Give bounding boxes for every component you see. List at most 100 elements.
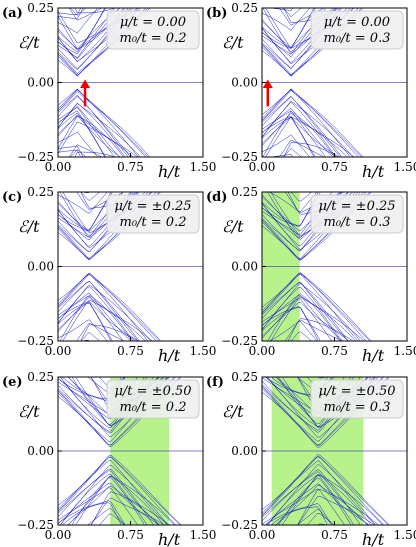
x-axis-label: h/t	[158, 530, 181, 547]
band-line	[91, 491, 160, 525]
band-line	[262, 96, 342, 157]
panel-label: (c)	[2, 190, 22, 205]
band-line	[262, 192, 333, 235]
band-line	[262, 8, 326, 55]
y-tick-label: 0.25	[231, 1, 258, 15]
y-tick-label: 0.00	[231, 260, 258, 274]
legend-box	[310, 194, 404, 234]
band-line	[279, 8, 325, 26]
band-line	[58, 482, 160, 525]
y-axis-label: ℰ/t	[222, 217, 244, 236]
y-axis-label: ℰ/t	[18, 217, 40, 236]
band-line	[58, 8, 131, 70]
band-line	[262, 89, 362, 157]
band-line	[58, 301, 139, 341]
x-tick-label: 0.75	[117, 160, 144, 174]
band-line	[74, 151, 116, 157]
band-line	[267, 293, 341, 341]
y-tick-label: 0.00	[231, 444, 258, 458]
panel-label: (e)	[2, 375, 23, 390]
band-line	[58, 192, 124, 238]
band-line	[58, 106, 120, 157]
band-line	[58, 103, 141, 157]
y-tick-label: 0.00	[27, 76, 54, 90]
band-line	[262, 8, 310, 31]
band-line	[262, 89, 351, 157]
band-line	[265, 116, 348, 157]
band-line	[74, 8, 116, 14]
band-line	[270, 377, 328, 396]
x-tick-label: 1.50	[190, 160, 217, 174]
band-line	[69, 8, 87, 16]
panel-c: 0.00 0.75 1.500.250.00−0.25ℰ/th/t(c)μ/t = …	[2, 185, 216, 365]
band-line	[62, 299, 146, 341]
band-line	[58, 145, 84, 157]
panel-b: 0.000.751.500.250.00−0.25ℰ/th/t(b)μ/t = …	[206, 1, 416, 181]
band-line	[59, 192, 132, 239]
band-line	[58, 274, 160, 341]
band-line	[279, 139, 325, 157]
arrow-head	[262, 79, 273, 88]
band-line	[262, 302, 354, 341]
band-line	[80, 192, 90, 194]
band-line	[283, 147, 302, 157]
band-line	[262, 95, 341, 157]
band-line	[58, 377, 181, 446]
panel-a: 0.00 0.75 1.500.250.00−0.25ℰ/th/t(a)μ/t = …	[2, 1, 217, 181]
x-tick-label: 1.50	[394, 528, 416, 542]
x-axis-label: h/t	[362, 346, 385, 365]
band-line	[262, 8, 315, 48]
band-line	[262, 107, 334, 157]
band-line	[58, 8, 134, 44]
band-line	[58, 8, 115, 58]
band-line	[269, 154, 293, 157]
band-line	[58, 8, 106, 53]
band-line	[90, 497, 165, 525]
band-line	[61, 502, 122, 525]
band-line	[58, 88, 151, 157]
band-line	[58, 131, 98, 157]
x-tick-label: 0.00	[249, 528, 276, 542]
band-line	[262, 469, 361, 525]
band-line	[58, 115, 121, 157]
x-axis-label: h/t	[158, 162, 181, 181]
band-line	[262, 111, 335, 157]
legend-entry: μ/t = ±0.25	[318, 199, 395, 214]
band-line	[58, 8, 98, 34]
legend-entry: m₀/t = 0.2	[120, 31, 187, 46]
y-tick-label: 0.25	[27, 185, 54, 199]
band-line	[58, 295, 124, 341]
band-line	[75, 476, 165, 525]
y-axis-label: ℰ/t	[222, 402, 244, 421]
legend-entry: m₀/t = 0.3	[324, 31, 391, 46]
band-line	[262, 112, 355, 157]
band-line	[58, 456, 181, 525]
band-line	[58, 8, 84, 20]
band-line	[275, 485, 379, 525]
band-line	[265, 483, 370, 525]
band-line	[268, 321, 318, 341]
x-tick-label: 1.50	[394, 344, 416, 358]
y-tick-label: −0.25	[221, 518, 258, 532]
band-line	[68, 144, 103, 157]
band-line	[58, 302, 112, 341]
band-line	[262, 454, 390, 525]
band-line	[58, 107, 115, 157]
band-line	[58, 273, 149, 341]
panel-label: (d)	[206, 190, 227, 205]
y-tick-label: −0.25	[221, 150, 258, 164]
band-line	[287, 318, 350, 341]
band-line	[58, 319, 108, 341]
y-tick-label: 0.25	[231, 370, 258, 384]
y-tick-label: 0.00	[27, 260, 54, 274]
band-line	[58, 470, 160, 525]
y-tick-label: −0.25	[17, 150, 54, 164]
band-line	[58, 8, 120, 59]
band-line	[58, 192, 108, 214]
band-line	[262, 298, 333, 341]
x-tick-label: 0.00	[45, 528, 72, 542]
band-line	[58, 95, 131, 157]
y-tick-label: 0.25	[231, 185, 258, 199]
panel-label: (a)	[2, 6, 23, 21]
band-lines	[58, 8, 203, 157]
